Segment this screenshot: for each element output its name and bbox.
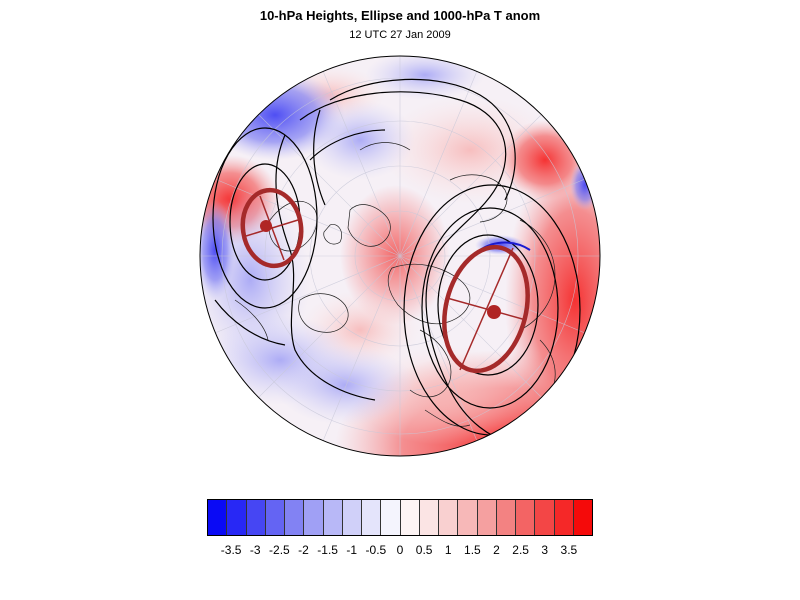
colorbar-swatch [439,500,459,535]
polar-map [199,55,601,457]
colorbar-tick-label: 3 [541,543,549,557]
colorbar-tick-label: -3 [249,543,261,557]
colorbar-swatch [265,500,285,535]
colorbar-swatch [400,500,420,535]
colorbar-swatch [458,500,478,535]
colorbar-tick-label: -2.5 [269,543,290,557]
colorbar-swatch [477,500,497,535]
colorbar-labels: -3.5 -3 -2.5 -2 -1.5 -1 -0.5 0 0.5 1 1.5 2 2.5 3 3.5 [0,543,800,559]
map-title: 10-hPa Heights, Ellipse and 1000-hPa T a… [259,8,541,23]
colorbar-tick-label: -3.5 [220,543,242,557]
colorbar-tick-label: 1 [444,543,452,557]
map-subtitle: 12 UTC 27 Jan 2009 [349,29,451,41]
cold-anomaly-region [275,345,415,425]
colorbar-tick-label: 1.5 [464,543,481,557]
colorbar-swatch [554,500,574,535]
colorbar-swatch [304,500,324,535]
cold-anomaly-region [305,100,415,180]
vortex-ellipse-east [442,244,530,374]
colorbar-tick-label: 0 [396,543,404,557]
cold-anomaly-region [570,160,600,210]
colorbar-tick-label: -2 [298,543,309,557]
vortex-ellipse-west [240,187,304,269]
colorbar-swatch [208,500,228,535]
colorbar-swatch [362,500,382,535]
vortex-centroid-east [487,305,501,319]
globe-outline [199,55,601,457]
colorbar-swatch [323,500,343,535]
cold-anomaly-region [200,200,235,300]
colorbar-swatch [227,500,247,535]
temperature-anomaly-field [200,56,600,456]
colorbar-swatch [285,500,305,535]
colorbar-tick-label: -1 [346,543,358,557]
colorbar-tick-label: -1.5 [317,543,338,557]
colorbar-swatch [573,500,592,535]
colorbar-swatch [342,500,362,535]
colorbar-swatch [419,500,439,535]
colorbar-tick-label: 2 [493,543,500,557]
vortex-centroid-west [260,220,272,232]
colorbar-tick-label: 3.5 [560,543,578,557]
height-contours [212,78,581,446]
colorbar-tick-label: 2.5 [512,543,529,557]
colorbar-swatch [246,500,266,535]
colorbar-swatch [535,500,555,535]
colorbar-tick-label: 0.5 [415,543,433,557]
graticule [200,56,600,456]
colorbar-swatch [381,500,401,535]
colorbar-swatch [496,500,516,535]
colorbar [207,499,593,536]
colorbar-swatch [516,500,536,535]
colorbar-tick-label: -0.5 [365,543,387,557]
